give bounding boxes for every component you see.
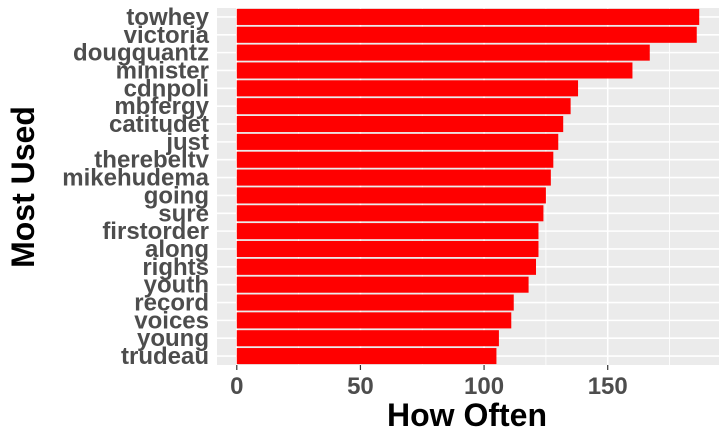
bar-sure [236,205,544,222]
bar-therebeltv [236,151,554,168]
bar-mikehudema [236,169,551,186]
y-tick-labels: towheyvictoriadougquantzministercdnpolim… [62,4,209,370]
bar-minister [236,62,633,79]
x-tick-labels: 0 50 100 150 [230,365,628,400]
y-tick-label: mbfergy [114,93,209,120]
bar-towhey [236,8,700,25]
bar-mbfergy [236,98,571,115]
y-tick-label: victoria [124,22,210,49]
bar-dougquantz [236,44,650,61]
y-tick-label: mikehudema [62,165,209,192]
plot-panel [217,8,719,365]
y-axis-title: Most Used [5,106,41,268]
y-tick-label: dougquantz [73,40,209,67]
y-tick-label: just [165,129,209,156]
y-tick-label: record [134,290,209,317]
bars [236,8,700,365]
y-tick-label: young [137,325,209,352]
y-tick-label: firstorder [102,218,209,245]
bar-voices [236,312,512,329]
y-tick-label: youth [144,272,209,299]
bar-rights [236,258,537,275]
x-tick-label: 150 [588,373,628,400]
y-tick-label: therebeltv [94,147,209,174]
y-tick-label: rights [142,254,209,281]
y-tick-label: sure [158,200,209,227]
bar-young [236,330,499,347]
y-tick-label: cdnpoli [124,75,209,102]
bar-youth [236,276,529,293]
bar-just [236,133,559,150]
y-tick-label: towhey [126,4,209,31]
y-tick-label: catitudet [109,111,209,138]
x-tick-label: 100 [464,373,504,400]
bar-catitudet [236,115,564,133]
bar-record [236,294,514,311]
y-tick-label: along [145,236,209,263]
bar-victoria [236,26,697,43]
bar-firstorder [236,223,539,240]
x-tick-label: 0 [230,373,243,400]
y-tick-label: voices [134,307,209,334]
bar-going [236,187,546,204]
x-tick-label: 50 [347,373,374,400]
bar-trudeau [236,348,497,365]
bar-along [236,240,539,258]
y-tick-label: going [144,182,209,209]
x-axis-title: How Often [387,397,547,433]
y-tick-label: trudeau [121,343,209,370]
y-tick-label: minister [116,57,209,84]
bar-cdnpoli [236,80,579,97]
